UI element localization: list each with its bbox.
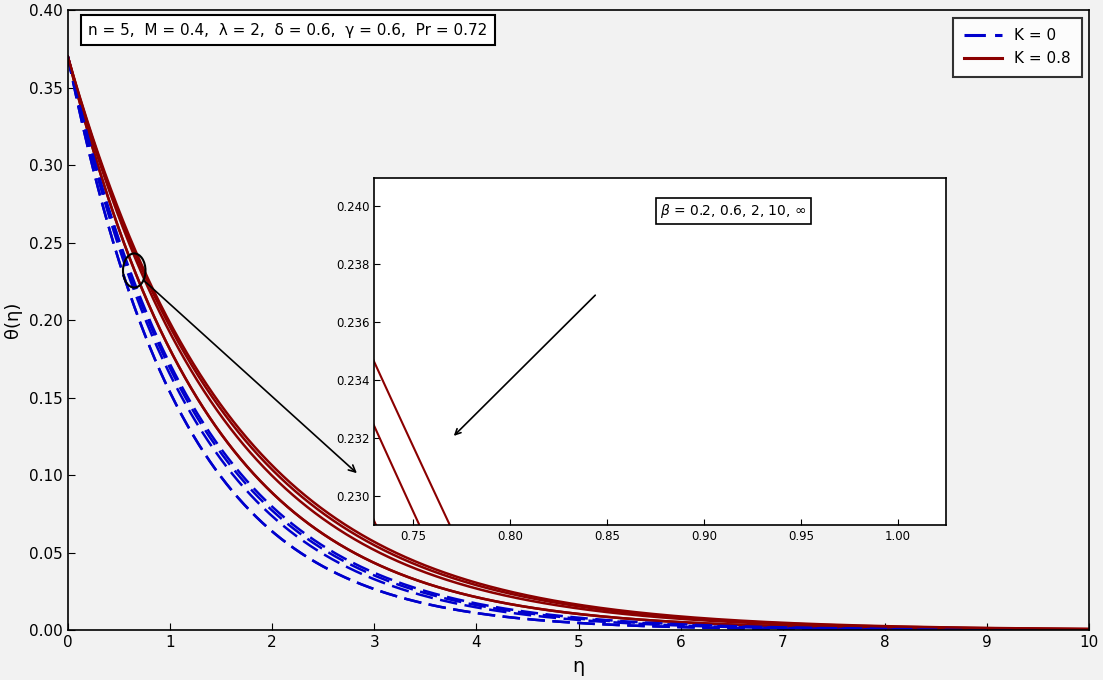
Legend: K = 0, K = 0.8: K = 0, K = 0.8 [953,18,1082,77]
Y-axis label: θ(η): θ(η) [4,302,22,338]
X-axis label: η: η [572,657,585,676]
Text: n = 5,  M = 0.4,  λ = 2,  δ = 0.6,  γ = 0.6,  Pr = 0.72: n = 5, M = 0.4, λ = 2, δ = 0.6, γ = 0.6,… [88,22,488,37]
